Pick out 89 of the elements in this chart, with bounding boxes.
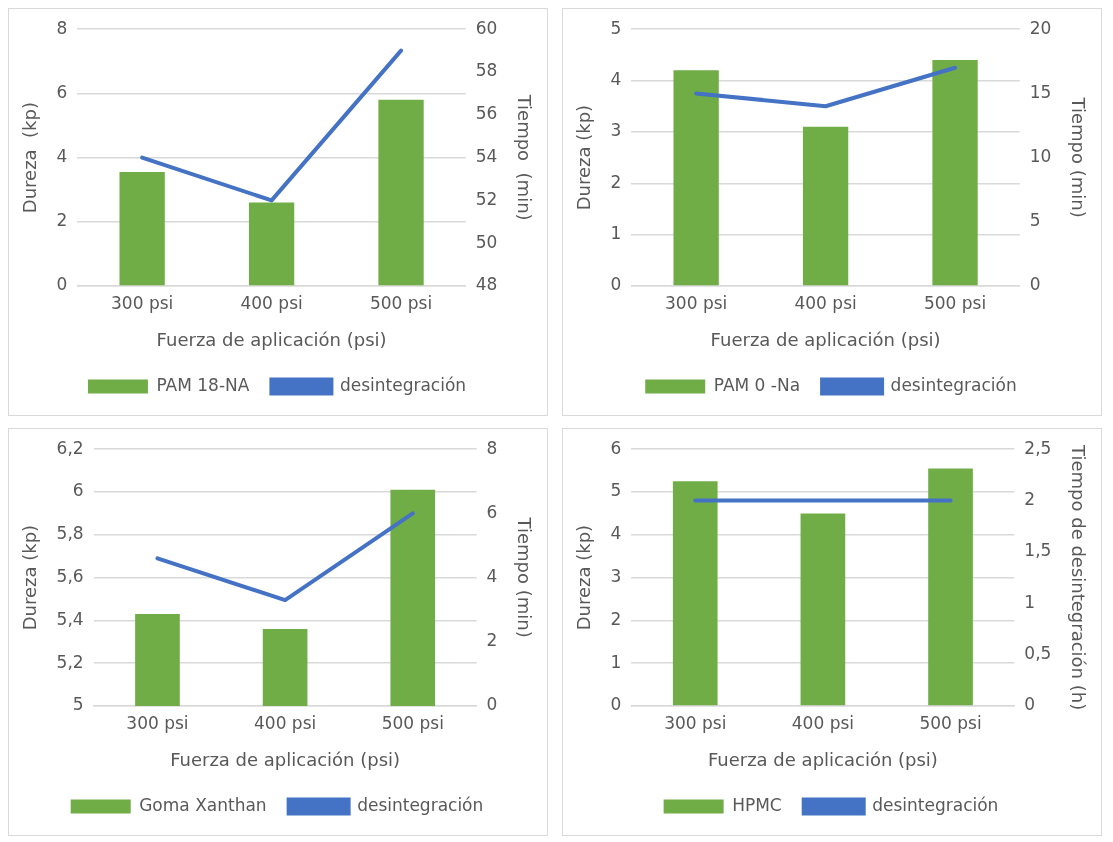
y-tick-label: 4 <box>610 68 622 89</box>
y-tick-label: 3 <box>610 566 622 587</box>
y2-tick-label: 0 <box>1024 694 1036 715</box>
x-axis-title: Fuerza de aplicación (psi) <box>156 328 387 350</box>
y2-tick-label: 8 <box>486 437 498 458</box>
y-tick-label: 5,4 <box>56 608 84 629</box>
legend-label: HPMC <box>732 794 782 815</box>
y-axis-title: Dureza (kp) <box>19 102 41 214</box>
y-tick-label: 2 <box>610 171 622 192</box>
legend-label: desintegración <box>357 794 484 815</box>
x-tick-label: 500 psi <box>919 712 982 733</box>
y-tick-label: 5 <box>610 17 622 38</box>
y2-axis-title: Tiempo (min) <box>513 516 535 638</box>
y-tick-label: 6,2 <box>56 437 84 458</box>
y-tick-label: 5 <box>610 480 622 501</box>
y-tick-label: 0 <box>56 274 68 295</box>
y2-tick-label: 48 <box>475 274 498 295</box>
y2-tick-label: 4 <box>486 566 498 587</box>
y2-tick-label: 2 <box>486 630 498 651</box>
y2-tick-label: 2 <box>1024 488 1036 509</box>
y2-tick-label: 1 <box>1024 591 1036 612</box>
y-tick-label: 0 <box>610 274 622 295</box>
x-axis-title: Fuerza de aplicación (psi) <box>707 748 938 770</box>
y2-tick-label: 58 <box>475 60 498 81</box>
y-axis-title: Dureza (kp) <box>573 104 595 211</box>
y2-tick-label: 0,5 <box>1024 643 1052 664</box>
legend-label: desintegración <box>890 374 1017 395</box>
bar <box>802 126 849 286</box>
y2-tick-label: 10 <box>1029 146 1052 167</box>
x-tick-label: 400 psi <box>253 712 317 733</box>
y-tick-label: 1 <box>610 651 622 672</box>
y2-tick-label: 56 <box>475 103 498 124</box>
legend-label: desintegración <box>872 794 999 815</box>
y2-axis-title: Tiempo (min) <box>513 93 535 221</box>
y2-tick-label: 60 <box>475 17 498 38</box>
bar <box>800 513 846 706</box>
y2-tick-label: 0 <box>486 694 498 715</box>
x-tick-label: 400 psi <box>791 712 855 733</box>
y2-axis-title: Tiempo (min) <box>1067 96 1089 218</box>
bar <box>672 481 718 706</box>
y-axis-title: Dureza (kp) <box>19 524 41 631</box>
y-tick-label: 0 <box>610 694 622 715</box>
y-tick-label: 1 <box>610 223 622 244</box>
x-tick-label: 500 psi <box>381 712 444 733</box>
x-tick-label: 300 psi <box>665 292 728 313</box>
x-tick-label: 400 psi <box>240 292 303 313</box>
x-tick-label: 300 psi <box>126 712 189 733</box>
bar <box>928 468 973 706</box>
y2-tick-label: 5 <box>1029 210 1041 231</box>
bar <box>932 60 978 286</box>
y2-tick-label: 15 <box>1029 81 1052 102</box>
legend-label: Goma Xanthan <box>139 794 267 815</box>
y2-tick-label: 1,5 <box>1024 540 1052 561</box>
y-tick-label: 6 <box>610 437 622 458</box>
y-tick-label: 2 <box>56 210 68 231</box>
x-axis-title: Fuerza de aplicación (psi) <box>170 748 401 770</box>
y2-tick-label: 0 <box>1029 274 1041 295</box>
y-axis-title: Dureza (kp) <box>573 524 595 631</box>
x-tick-label: 400 psi <box>794 292 857 313</box>
y-tick-label: 5,8 <box>56 523 84 544</box>
y2-tick-label: 54 <box>475 146 498 167</box>
x-tick-label: 300 psi <box>111 292 174 313</box>
bar <box>378 99 424 286</box>
legend-label: PAM 0 -Na <box>713 374 801 395</box>
y2-tick-label: 52 <box>475 188 498 209</box>
y2-axis-title: Tiempo de desintegración (h) <box>1067 444 1089 711</box>
y-tick-label: 5 <box>72 694 84 715</box>
y-tick-label: 2 <box>610 608 622 629</box>
legend-label: PAM 18-NA <box>156 374 250 395</box>
bar <box>673 70 719 286</box>
y-tick-label: 3 <box>610 120 622 141</box>
x-tick-label: 500 psi <box>923 292 987 313</box>
y-tick-label: 4 <box>610 523 622 544</box>
bar <box>248 202 295 286</box>
x-axis-title: Fuerza de aplicación (psi) <box>710 328 941 350</box>
y-tick-label: 4 <box>56 146 68 167</box>
y-tick-label: 5,6 <box>56 566 84 587</box>
y2-tick-label: 50 <box>475 231 498 252</box>
y2-tick-label: 20 <box>1029 17 1052 38</box>
x-tick-label: 300 psi <box>664 712 727 733</box>
y-tick-label: 8 <box>56 17 68 38</box>
y2-tick-label: 2,5 <box>1024 437 1052 458</box>
y2-tick-label: 6 <box>486 501 498 522</box>
y-tick-label: 5,2 <box>56 651 84 672</box>
bar <box>119 172 165 286</box>
legend-label: desintegración <box>339 374 467 395</box>
y-tick-label: 6 <box>56 81 68 102</box>
y-tick-label: 6 <box>72 480 84 501</box>
x-tick-label: 500 psi <box>369 292 433 313</box>
